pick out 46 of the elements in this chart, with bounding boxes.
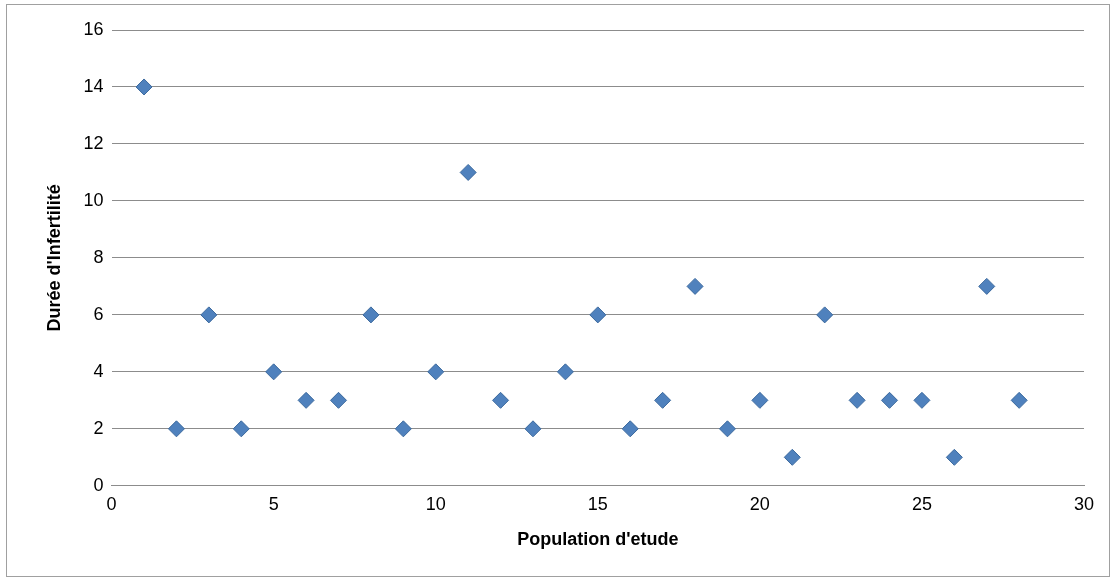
y-axis-title: Durée d'Infertilité bbox=[43, 184, 64, 332]
x-tick-label: 30 bbox=[1073, 493, 1095, 514]
x-axis-title: Population d'etude bbox=[517, 529, 679, 550]
point bbox=[913, 391, 931, 409]
point bbox=[556, 363, 574, 381]
y-tick-label: 2 bbox=[93, 417, 104, 438]
x-tick-label: 20 bbox=[749, 493, 770, 514]
point bbox=[330, 391, 348, 409]
x-tick-label: 25 bbox=[911, 493, 932, 514]
x-tick-label: 10 bbox=[425, 493, 446, 514]
y-tick-label: 14 bbox=[83, 75, 104, 96]
point bbox=[200, 306, 218, 324]
point bbox=[232, 420, 250, 438]
y-tick-label: 0 bbox=[93, 474, 104, 495]
x-tick-label: 5 bbox=[268, 493, 279, 514]
point bbox=[621, 420, 639, 438]
point bbox=[135, 78, 153, 96]
point bbox=[848, 391, 866, 409]
point bbox=[751, 391, 769, 409]
y-tick-label: 16 bbox=[83, 18, 104, 39]
point bbox=[881, 391, 899, 409]
point bbox=[167, 420, 185, 438]
point bbox=[459, 163, 477, 181]
point bbox=[492, 391, 510, 409]
y-tick-label: 4 bbox=[93, 360, 104, 381]
x-tick-label: 0 bbox=[106, 493, 117, 514]
point bbox=[297, 391, 315, 409]
y-tick-label: 10 bbox=[83, 189, 104, 210]
point bbox=[654, 391, 672, 409]
point bbox=[394, 420, 412, 438]
point bbox=[1010, 391, 1028, 409]
point bbox=[427, 363, 445, 381]
y-tick-label: 12 bbox=[83, 132, 104, 153]
point bbox=[265, 363, 283, 381]
point bbox=[524, 420, 542, 438]
y-tick-label: 8 bbox=[93, 246, 104, 267]
point bbox=[783, 448, 801, 466]
point bbox=[945, 448, 963, 466]
point bbox=[978, 277, 996, 295]
point bbox=[589, 306, 607, 324]
point bbox=[816, 306, 834, 324]
point bbox=[686, 277, 704, 295]
point bbox=[718, 420, 736, 438]
point bbox=[362, 306, 380, 324]
x-tick-label: 15 bbox=[587, 493, 608, 514]
y-tick-label: 6 bbox=[93, 303, 104, 324]
